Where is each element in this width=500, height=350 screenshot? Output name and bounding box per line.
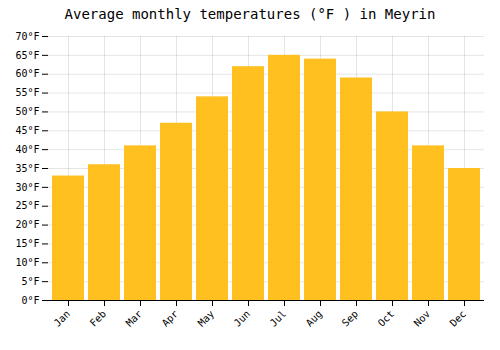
svg-text:Mar: Mar <box>124 308 145 329</box>
svg-text:Feb: Feb <box>88 308 109 329</box>
svg-text:15°F: 15°F <box>15 238 39 249</box>
svg-text:Jun: Jun <box>232 308 253 329</box>
svg-text:0°F: 0°F <box>21 295 39 306</box>
svg-text:Jan: Jan <box>52 308 73 329</box>
svg-text:Dec: Dec <box>448 308 469 329</box>
svg-text:Sep: Sep <box>340 308 361 329</box>
svg-text:50°F: 50°F <box>15 106 39 117</box>
svg-text:45°F: 45°F <box>15 125 39 136</box>
svg-text:5°F: 5°F <box>21 276 39 287</box>
html-text:Average monthly temperatures (: Average monthly temperatures (°F ) in Me… <box>64 6 436 22</box>
svg-text:20°F: 20°F <box>15 219 39 230</box>
svg-text:Apr: Apr <box>160 308 181 329</box>
svg-text:25°F: 25°F <box>15 200 39 211</box>
svg-text:65°F: 65°F <box>15 50 39 61</box>
svg-text:10°F: 10°F <box>15 257 39 268</box>
svg-text:Nov: Nov <box>412 308 433 329</box>
svg-text:40°F: 40°F <box>15 144 39 155</box>
svg-text:Jul: Jul <box>268 308 289 329</box>
svg-text:30°F: 30°F <box>15 182 39 193</box>
svg-text:Oct: Oct <box>376 308 397 329</box>
svg-text:35°F: 35°F <box>15 163 39 174</box>
svg-text:May: May <box>196 308 217 329</box>
svg-text:55°F: 55°F <box>15 87 39 98</box>
svg-text:Aug: Aug <box>304 308 325 329</box>
svg-text:60°F: 60°F <box>15 68 39 79</box>
svg-text:70°F: 70°F <box>15 31 39 42</box>
